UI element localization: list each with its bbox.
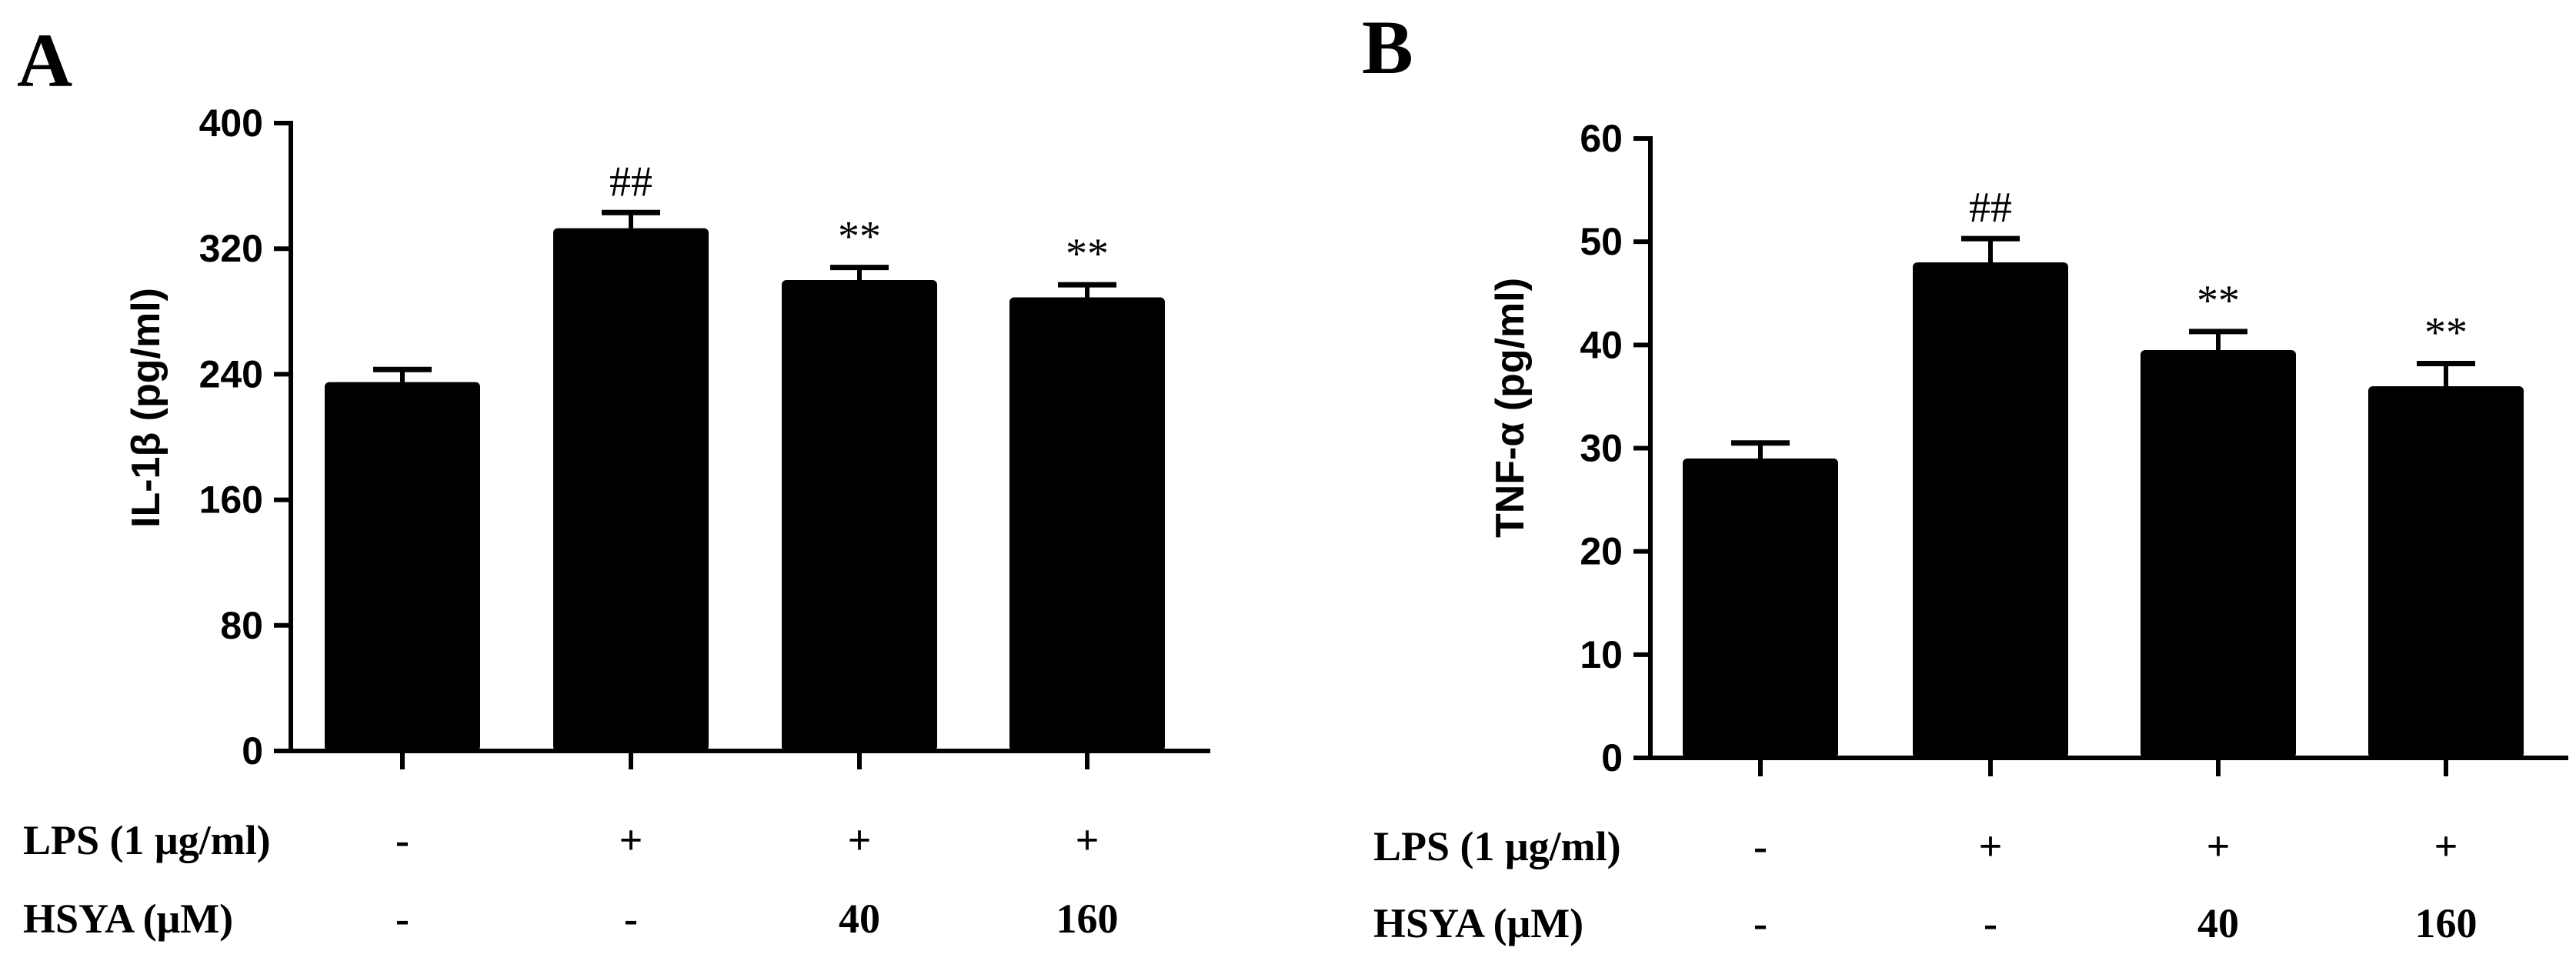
panel-a-lps-value: + <box>848 817 872 863</box>
panel-a-lps-value: + <box>1076 817 1099 863</box>
panel-a-hsya-value: - <box>395 896 409 942</box>
panel-b: B TNF-α (pg/ml) 0 10 20 30 40 50 60 ## ** ** LPS… <box>1362 5 2568 946</box>
panel-a-y-tick-label: 400 <box>199 102 263 145</box>
panel-a-bar <box>325 382 480 751</box>
panel-a-y-axis-label: IL-1β (pg/ml) <box>124 288 169 528</box>
panel-a-hsya-value: 40 <box>839 896 880 942</box>
panel-b-y-axis-label: TNF-α (pg/ml) <box>1488 278 1533 538</box>
panel-a-significance-mark: ## <box>609 158 652 205</box>
panel-a-significance-mark: ** <box>1066 230 1109 278</box>
panel-b-hsya-value: 160 <box>2415 900 2478 946</box>
panel-b-y-tick-label: 60 <box>1580 117 1623 160</box>
panel-b-bar <box>2141 350 2296 759</box>
panel-a-bar <box>553 228 709 751</box>
panel-b-significance-mark: ** <box>2197 277 2240 325</box>
panel-b-lps-value: - <box>1753 823 1767 869</box>
panel-a-hsya-value: 160 <box>1056 896 1119 942</box>
panel-a-y-tick-label: 0 <box>242 729 263 772</box>
panel-b-lps-value: + <box>1979 823 2003 869</box>
panel-b-lps-value: + <box>2207 823 2231 869</box>
panel-b-bar <box>1913 262 2068 758</box>
panel-b-y-tick-label: 10 <box>1580 633 1623 676</box>
panel-b-hsya-value: - <box>1984 900 1997 946</box>
panel-a-y-tick-label: 320 <box>199 227 263 270</box>
panel-b-hsya-value: 40 <box>2197 900 2239 946</box>
panel-b-letter: B <box>1362 5 1413 90</box>
panel-b-y-tick-label: 50 <box>1580 220 1623 263</box>
panel-a-significance-mark: ** <box>838 213 881 261</box>
panel-a-y-tick-label: 80 <box>220 604 263 647</box>
panel-a-hsya-row-label: HSYA (μM) <box>23 896 233 942</box>
panel-a: A IL-1β (pg/ml) 0 80 160 240 320 400 ## ** ** L… <box>17 18 1210 942</box>
panel-b-lps-value: + <box>2434 823 2458 869</box>
panel-b-bar <box>2368 386 2524 758</box>
panel-a-lps-row-label: LPS (1 μg/ml) <box>23 817 271 863</box>
panel-b-y-tick-label: 0 <box>1601 736 1623 779</box>
panel-a-bar <box>1009 297 1165 751</box>
panel-a-y-tick-label: 240 <box>199 352 263 395</box>
panel-b-hsya-row-label: HSYA (μM) <box>1373 900 1583 946</box>
panel-b-significance-mark: ** <box>2424 309 2468 356</box>
panel-a-hsya-value: - <box>624 896 638 942</box>
panel-b-hsya-value: - <box>1753 900 1767 946</box>
panel-a-y-tick-label: 160 <box>199 479 263 522</box>
panel-b-y-tick-label: 20 <box>1580 530 1623 573</box>
panel-b-lps-row-label: LPS (1 μg/ml) <box>1373 823 1621 869</box>
panel-a-bar <box>782 280 937 751</box>
panel-b-y-tick-label: 30 <box>1580 427 1623 470</box>
panel-b-bar <box>1683 458 1838 758</box>
panel-a-letter: A <box>17 18 72 103</box>
panel-b-significance-mark: ## <box>1969 184 2012 232</box>
panel-a-lps-value: - <box>395 817 409 863</box>
panel-b-y-tick-label: 40 <box>1580 323 1623 366</box>
panel-a-lps-value: + <box>619 817 643 863</box>
